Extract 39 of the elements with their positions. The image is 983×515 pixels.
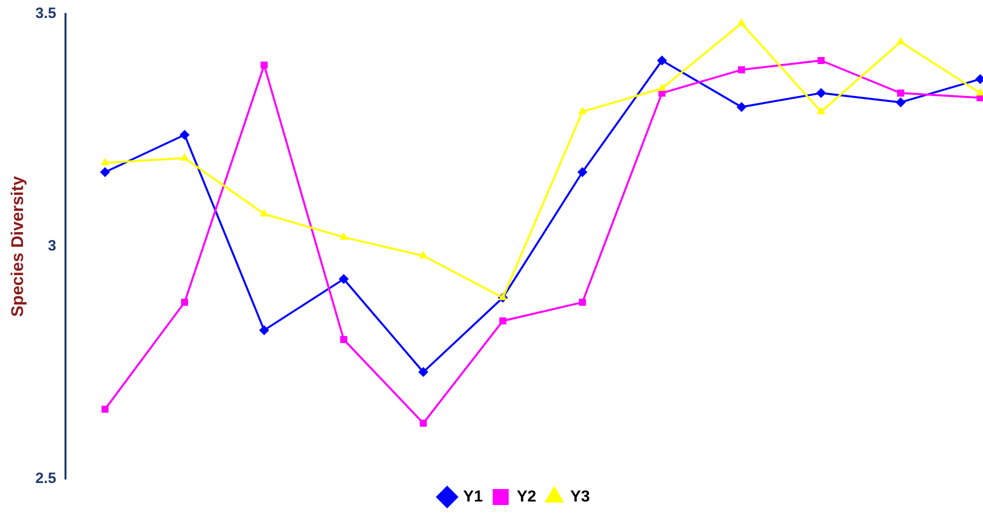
point	[260, 62, 268, 69]
point	[976, 88, 983, 96]
point	[338, 274, 349, 284]
point	[578, 106, 587, 114]
point	[816, 106, 826, 114]
point	[818, 56, 825, 64]
point	[816, 88, 826, 98]
point	[499, 317, 506, 324]
point	[260, 208, 268, 216]
y-tick-label: 2.5	[35, 470, 56, 488]
point	[896, 97, 906, 108]
point	[736, 102, 747, 112]
point	[340, 336, 348, 344]
point	[897, 90, 904, 97]
point	[658, 83, 666, 91]
point	[339, 232, 348, 240]
legend-label: Y3	[570, 488, 590, 506]
point	[420, 420, 427, 427]
point	[418, 250, 428, 258]
point	[100, 167, 110, 178]
point	[102, 406, 109, 413]
point	[418, 367, 428, 378]
y-axis-title: Species Diversity	[8, 176, 27, 317]
point	[656, 56, 667, 66]
legend-label: Y1	[463, 488, 483, 506]
legend-label: Y2	[516, 488, 536, 506]
point	[100, 158, 110, 166]
y-tick-label: 3.5	[35, 5, 56, 22]
point	[896, 36, 905, 44]
point	[180, 153, 189, 161]
point	[498, 292, 508, 300]
y-tick-label: 3	[48, 238, 56, 255]
point	[737, 18, 746, 26]
point	[259, 325, 270, 336]
point	[577, 167, 588, 178]
point	[180, 130, 190, 140]
point	[181, 298, 188, 306]
point	[738, 66, 746, 74]
point	[578, 298, 586, 306]
